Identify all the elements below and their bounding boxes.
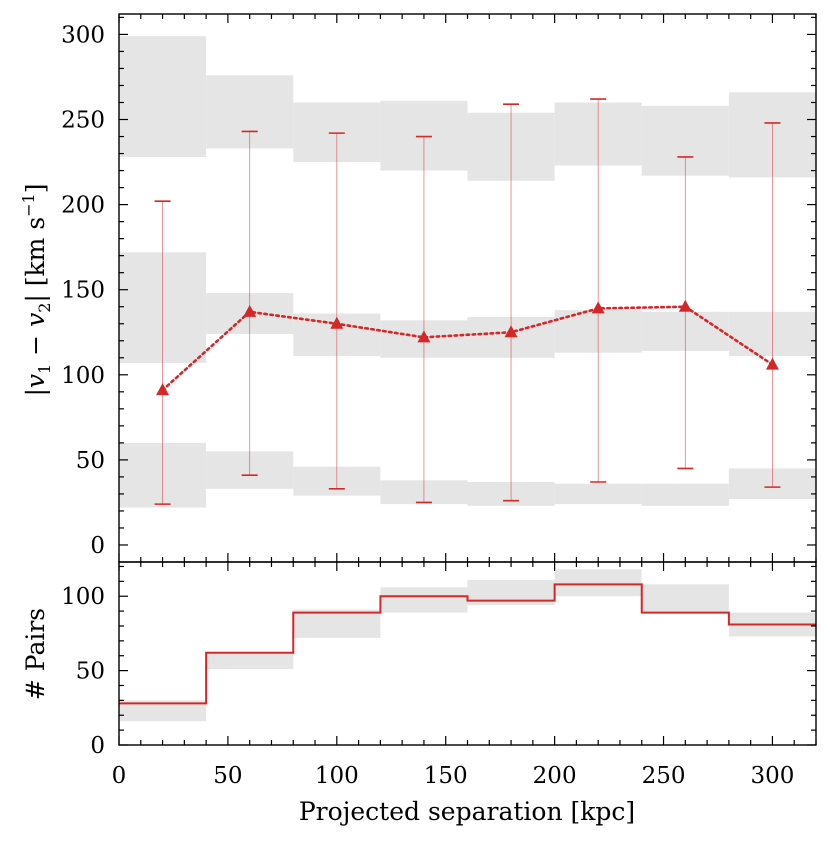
- bottom-plot-frame: [118, 561, 817, 746]
- pairs-band-bin-1: [206, 652, 294, 670]
- band-lower-bin-5: [554, 483, 642, 505]
- band-upper-bin-0: [119, 36, 207, 157]
- bottom-ytick-label: 100: [61, 584, 105, 610]
- median-point-1: [243, 304, 257, 317]
- bottom-y-axis-label: # Pairs: [21, 608, 50, 700]
- bottom-ytick-label: 0: [90, 733, 105, 759]
- pairs-band-bin-3: [380, 587, 468, 613]
- velocity-panel: 0 50 100 150 200 250 300: [61, 13, 817, 563]
- median-point-5: [591, 301, 605, 314]
- xtick-label: 150: [424, 763, 468, 789]
- xtick-label: 0: [112, 763, 127, 789]
- top-bands: [119, 36, 816, 508]
- pairs-band-bin-5: [554, 569, 642, 597]
- top-ytick-label: 250: [61, 108, 105, 134]
- xtick-label: 250: [642, 763, 686, 789]
- xtick-label: 200: [533, 763, 577, 789]
- pairs-band-bin-2: [293, 609, 381, 638]
- top-ytick-label: 0: [90, 533, 105, 559]
- median-point-0: [156, 383, 170, 396]
- median-point-3: [417, 330, 431, 343]
- top-ytick-label: 200: [61, 193, 105, 219]
- median-point-4: [504, 325, 518, 338]
- bottom-bands: [119, 569, 816, 722]
- x-axis-label: Projected separation [kpc]: [299, 797, 635, 826]
- pairs-band-bin-6: [641, 584, 729, 613]
- median-line: [161, 305, 774, 392]
- bottom-series: [119, 583, 816, 705]
- median-point-7: [765, 357, 779, 370]
- band-lower-bin-6: [641, 483, 729, 506]
- median-point-2: [330, 316, 344, 329]
- top-series: [154, 98, 781, 505]
- xtick-label: 100: [315, 763, 359, 789]
- xtick-label: 300: [750, 763, 794, 789]
- pairs-band-bin-0: [119, 700, 207, 722]
- xtick-label: 50: [213, 763, 242, 789]
- median-point-6: [678, 299, 692, 312]
- top-ytick-label: 50: [76, 448, 105, 474]
- top-ytick-label: 100: [61, 363, 105, 389]
- top-ytick-label: 150: [61, 278, 105, 304]
- top-ytick-label: 300: [61, 22, 105, 48]
- bottom-ytick-label: 50: [76, 659, 105, 685]
- pairs-panel: 0 50 100 0 50 100 150 200 250 300: [61, 561, 817, 789]
- top-y-axis-label: |v1 − v2| [km s−1]: [19, 183, 54, 396]
- pairs-step-line: [119, 583, 816, 705]
